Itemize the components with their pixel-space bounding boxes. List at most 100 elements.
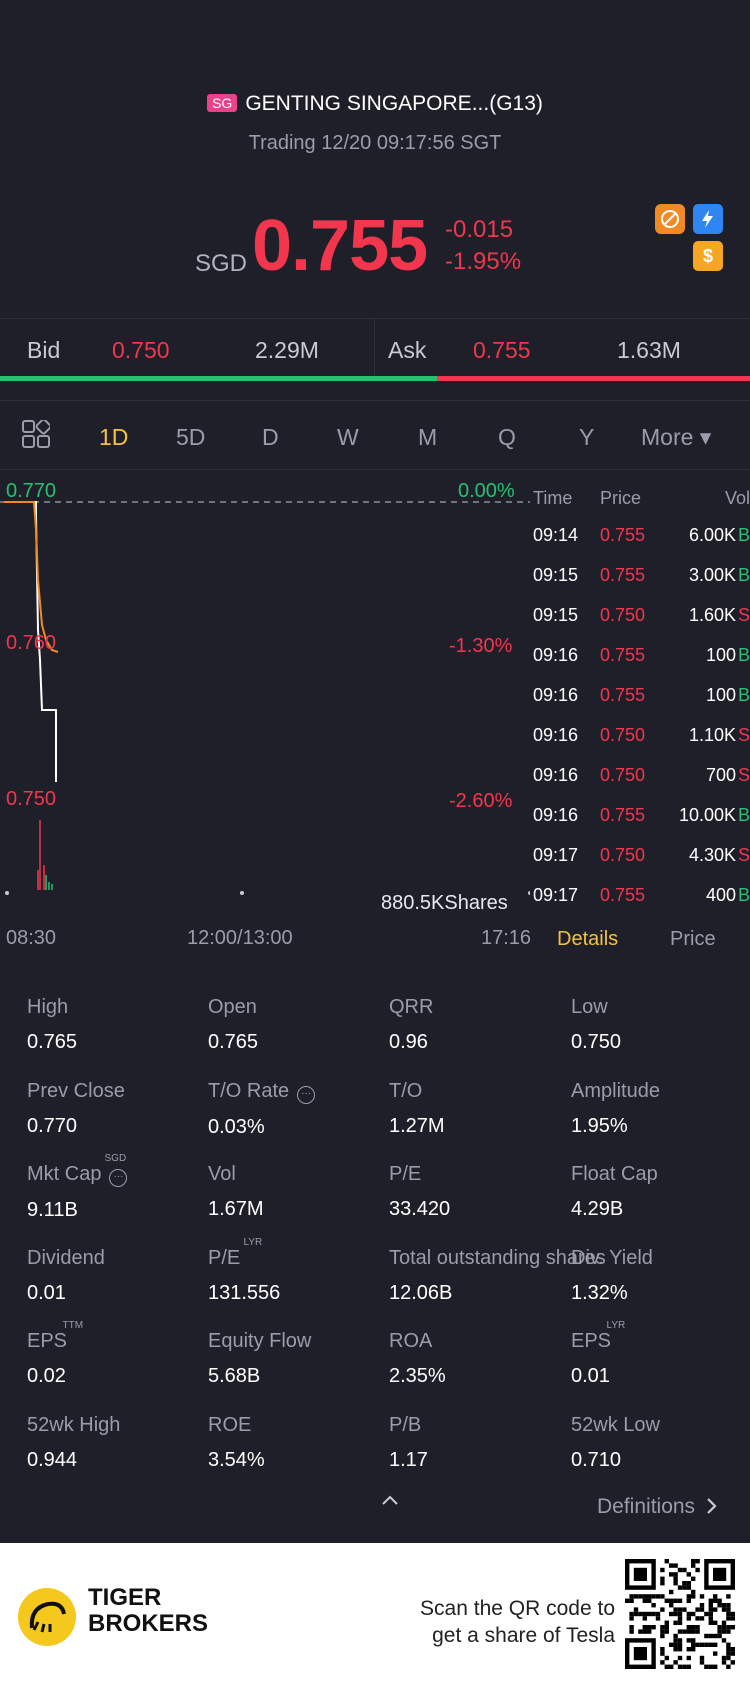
ask-strength-bar: [437, 376, 750, 381]
stat-item: High 0.765: [27, 996, 207, 1054]
stat-key: Open: [208, 996, 388, 1019]
trade-vol: 6.00K: [688, 525, 736, 545]
trade-vol: 400: [705, 885, 736, 905]
brand-name: TIGER BROKERS: [88, 1585, 208, 1637]
tab-w[interactable]: W: [337, 424, 359, 450]
trade-price: 0.750: [600, 845, 646, 865]
stat-key-text: 52wk Low: [571, 1413, 660, 1436]
stat-value: 0.01: [27, 1281, 66, 1304]
trade-row: 09:16 0.755 100 B: [530, 685, 750, 725]
intraday-chart-svg: [0, 501, 532, 895]
time-start: 08:30: [6, 927, 57, 949]
stat-key-sup: SGD: [104, 1153, 127, 1164]
bid-label: Bid: [27, 337, 61, 363]
stat-key-text: ROA: [389, 1330, 433, 1352]
tab-d[interactable]: D: [262, 424, 279, 450]
stat-key: T/O Rate ···: [208, 1080, 388, 1104]
trading-status: Trading 12/20 09:17:56 SGT: [248, 132, 502, 154]
trade-time: 09:16: [533, 725, 579, 745]
scan-line-1: Scan the QR code to: [420, 1597, 615, 1620]
trade-time: 09:17: [533, 845, 579, 865]
trade-price: 0.755: [600, 565, 646, 585]
stat-key: Prev Close: [27, 1080, 207, 1103]
dollar-icon[interactable]: $: [693, 241, 723, 271]
stock-name: GENTING SINGAPORE...(G13): [245, 92, 543, 115]
definitions-link[interactable]: Definitions: [597, 1495, 719, 1519]
bid-ask-divider: [374, 319, 375, 377]
info-icon[interactable]: ···: [297, 1085, 316, 1104]
stat-key: Float Cap: [571, 1163, 750, 1186]
no-short-icon[interactable]: [655, 204, 685, 234]
trade-side: S: [737, 605, 750, 625]
trade-row: 09:16 0.750 700 S: [530, 765, 750, 805]
trade-side: S: [737, 765, 750, 785]
qr-code-icon[interactable]: [625, 1559, 735, 1669]
chevron-up-icon[interactable]: [380, 1493, 400, 1512]
avg-price-line: [4, 501, 59, 653]
trade-row: 09:15 0.755 3.00K B: [530, 565, 750, 605]
trade-price: 0.755: [600, 645, 646, 665]
trade-side: B: [737, 805, 750, 825]
tab-1d[interactable]: 1D: [99, 424, 129, 450]
stat-value: 0.02: [27, 1365, 66, 1387]
stat-value: 0.710: [571, 1448, 622, 1471]
stat-value: 9.11B: [27, 1199, 78, 1221]
scan-prompt: Scan the QR code to get a share of Tesla: [420, 1595, 615, 1649]
tab-m[interactable]: M: [418, 424, 438, 450]
tab-more[interactable]: More ▾: [641, 424, 712, 450]
stat-key: ROE: [208, 1414, 388, 1437]
stat-key-text: Dividend: [27, 1246, 105, 1269]
stat-key: T/O: [389, 1080, 569, 1103]
stat-key-text: P/B: [389, 1413, 422, 1436]
trade-vol: 100: [705, 685, 736, 705]
tab-y[interactable]: Y: [579, 424, 595, 450]
stat-key-text: Float Cap: [571, 1163, 658, 1185]
brand-line-1: TIGER: [88, 1584, 162, 1611]
intraday-chart[interactable]: 0.770 0.760 0.750 0.00% -1.30% -2.60% 88…: [0, 470, 532, 914]
stat-item: EPS TTM 0.02: [27, 1320, 207, 1388]
trade-time: 09:16: [533, 685, 579, 705]
brand-line-2: BROKERS: [88, 1610, 209, 1637]
stat-value: 4.29B: [571, 1198, 624, 1220]
stat-key-text: Total outstanding shares: [389, 1246, 606, 1269]
tab-price[interactable]: Price: [670, 928, 716, 950]
stat-key-text: QRR: [389, 996, 434, 1018]
stat-key: Dividend: [27, 1247, 207, 1270]
last-price: 0.755: [252, 206, 428, 286]
stat-item: P/B 1.17: [389, 1414, 569, 1472]
stat-value: 0.750: [571, 1031, 622, 1053]
stat-key-text: EPS: [27, 1330, 68, 1352]
price-change: -0.015: [445, 216, 514, 243]
trade-price: 0.755: [600, 685, 646, 705]
stat-key-text: High: [27, 996, 69, 1018]
stat-key-text: Prev Close: [27, 1079, 125, 1102]
time-mid: 12:00/13:00: [187, 927, 293, 949]
flash-icon[interactable]: [693, 204, 723, 234]
stat-item: P/E LYR 131.556: [208, 1237, 388, 1305]
stat-item: ROA 2.35%: [389, 1330, 569, 1388]
chevron-right-icon: [707, 1498, 717, 1514]
info-icon[interactable]: ···: [109, 1169, 128, 1187]
trade-price: 0.755: [600, 525, 646, 545]
price-change-pct: -1.95%: [445, 248, 522, 275]
stat-item: ROE 3.54%: [208, 1414, 388, 1472]
trades-header-price: Price: [600, 488, 642, 508]
trade-vol: 10.00K: [678, 805, 736, 825]
grid-icon[interactable]: [22, 418, 52, 454]
stat-key: Total outstanding shares: [389, 1247, 749, 1270]
trade-time: 09:16: [533, 765, 579, 785]
stat-value: 33.420: [389, 1198, 451, 1220]
stat-item: Float Cap 4.29B: [571, 1163, 750, 1221]
trade-vol: 1.10K: [688, 725, 736, 745]
tab-5d[interactable]: 5D: [176, 424, 206, 450]
tab-details[interactable]: Details: [557, 928, 619, 950]
stat-value: 5.68B: [208, 1365, 261, 1387]
trade-time: 09:14: [533, 525, 579, 545]
stat-key: 52wk Low: [571, 1414, 750, 1437]
stat-item: Dividend 0.01: [27, 1247, 207, 1305]
stat-key-sup: LYR: [606, 1320, 626, 1331]
tab-q[interactable]: Q: [498, 424, 516, 450]
stat-key: EPS TTM: [27, 1320, 207, 1353]
trade-vol: 100: [705, 645, 736, 665]
stat-key-text: Equity Flow: [208, 1330, 312, 1352]
